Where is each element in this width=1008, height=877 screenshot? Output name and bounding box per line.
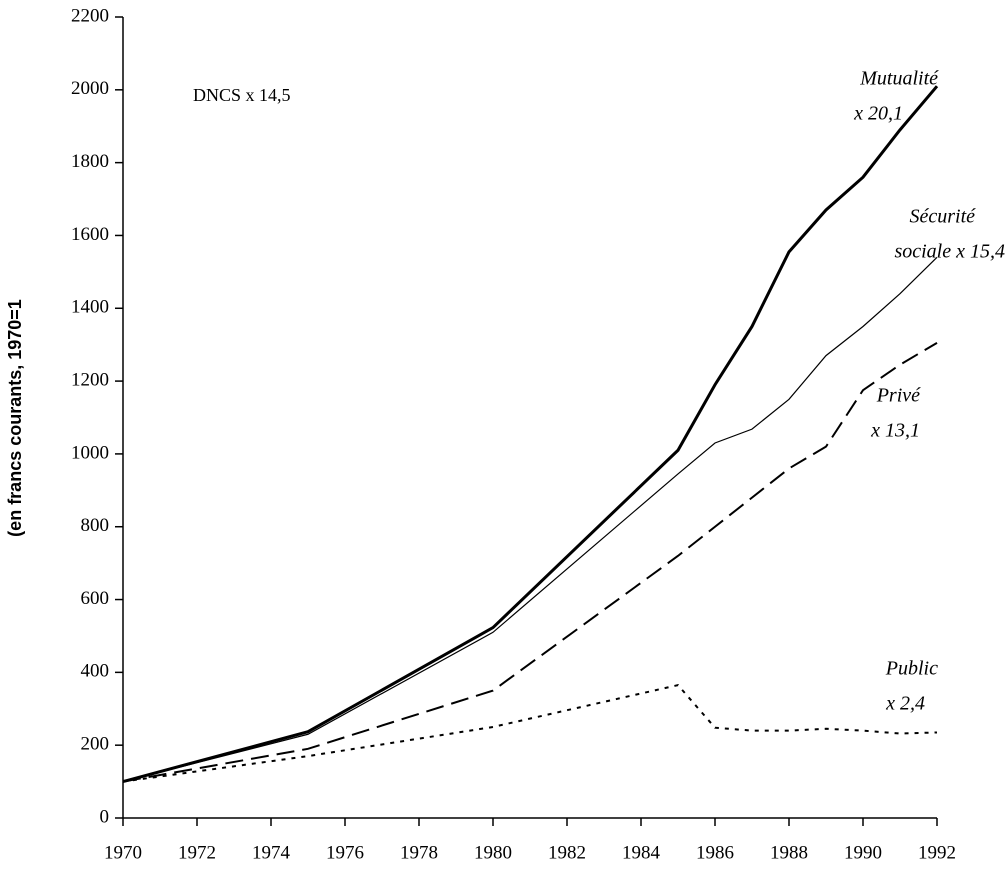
y-tick-label: 2200 — [71, 5, 109, 26]
series-label: Mutualité — [859, 68, 939, 90]
x-tick-label: 1976 — [326, 842, 364, 863]
series-label: Sécurité — [909, 206, 976, 228]
series-line — [122, 341, 938, 783]
x-tick-label: 1972 — [178, 842, 216, 863]
x-tick-label: 1974 — [252, 842, 291, 863]
series-label: x 20,1 — [853, 103, 903, 125]
x-tick-label: 1978 — [400, 842, 438, 863]
series-label: x 2,4 — [885, 693, 925, 715]
series-label: Public — [885, 658, 938, 680]
x-tick-label: 1990 — [844, 842, 882, 863]
series-label: sociale x 15,4 — [894, 241, 1005, 263]
x-tick-label: 1970 — [104, 842, 142, 863]
y-tick-label: 1000 — [71, 442, 109, 463]
y-tick-label: 400 — [81, 661, 110, 682]
y-tick-label: 200 — [81, 734, 110, 755]
y-tick-label: 1400 — [71, 297, 109, 318]
y-tick-label: 800 — [81, 515, 110, 536]
y-tick-label: 1200 — [71, 369, 109, 390]
y-tick-label: 1800 — [71, 151, 109, 172]
x-tick-label: 1986 — [696, 842, 734, 863]
series-line — [122, 683, 938, 783]
y-tick-label: 1600 — [71, 224, 109, 245]
series-label: x 13,1 — [870, 420, 920, 442]
y-axis-label: (en francs courants, 1970=1 — [5, 299, 25, 537]
y-tick-label: 600 — [81, 588, 110, 609]
series-line — [122, 256, 938, 783]
y-tick-label: 0 — [100, 806, 110, 827]
annotation: DNCS x 14,5 — [193, 85, 291, 105]
x-tick-label: 1988 — [770, 842, 808, 863]
x-tick-label: 1980 — [474, 842, 512, 863]
x-tick-label: 1992 — [918, 842, 956, 863]
series-line — [122, 85, 939, 784]
x-tick-label: 1984 — [622, 842, 661, 863]
y-tick-label: 2000 — [71, 78, 109, 99]
x-tick-label: 1982 — [548, 842, 586, 863]
series-label: Privé — [876, 385, 921, 407]
